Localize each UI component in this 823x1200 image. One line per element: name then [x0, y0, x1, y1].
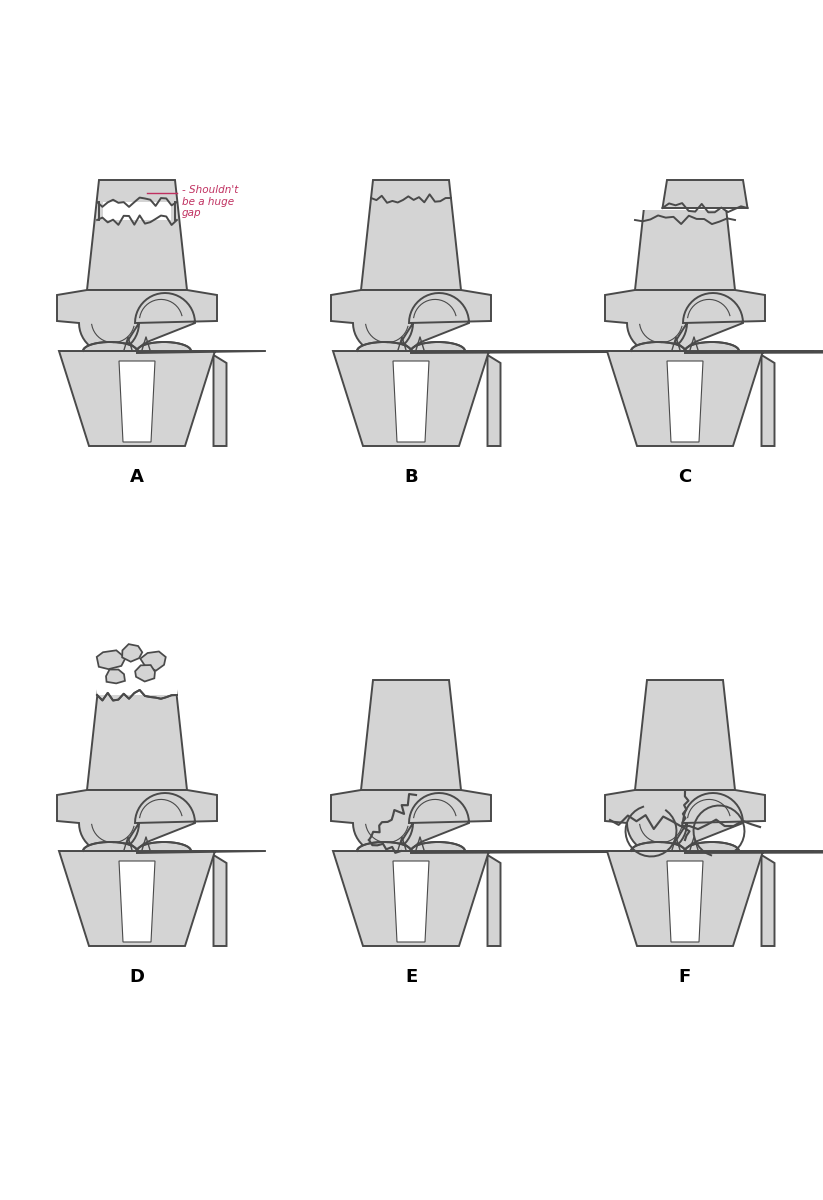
Bar	[637, 178, 753, 210]
Polygon shape	[487, 355, 500, 446]
Polygon shape	[97, 650, 125, 670]
Polygon shape	[667, 862, 703, 942]
Text: - Shouldn't
be a huge
gap: - Shouldn't be a huge gap	[182, 185, 239, 218]
Polygon shape	[135, 665, 155, 682]
Polygon shape	[333, 842, 814, 946]
Text: A: A	[130, 468, 144, 486]
Bar	[103, 202, 171, 220]
Polygon shape	[119, 862, 155, 942]
Polygon shape	[213, 355, 226, 446]
Polygon shape	[59, 842, 266, 946]
Polygon shape	[87, 680, 187, 790]
Polygon shape	[140, 652, 165, 671]
Text: E: E	[405, 968, 417, 986]
Bar	[97, 674, 177, 695]
Polygon shape	[213, 854, 226, 946]
Polygon shape	[57, 290, 217, 353]
Polygon shape	[487, 854, 500, 946]
Polygon shape	[57, 790, 217, 853]
Text: B: B	[404, 468, 418, 486]
Polygon shape	[87, 180, 187, 290]
Polygon shape	[635, 680, 735, 790]
Polygon shape	[607, 342, 823, 446]
Polygon shape	[333, 342, 814, 446]
Polygon shape	[331, 790, 491, 853]
Text: D: D	[129, 968, 145, 986]
Polygon shape	[667, 361, 703, 442]
Polygon shape	[607, 842, 823, 946]
Polygon shape	[361, 680, 461, 790]
Polygon shape	[635, 180, 735, 290]
Text: C: C	[678, 468, 691, 486]
Polygon shape	[59, 342, 266, 446]
Polygon shape	[761, 355, 774, 446]
Polygon shape	[122, 644, 142, 661]
Text: F: F	[679, 968, 691, 986]
Polygon shape	[331, 290, 491, 353]
Polygon shape	[663, 180, 747, 208]
Polygon shape	[761, 854, 774, 946]
Polygon shape	[605, 290, 765, 353]
Polygon shape	[106, 670, 125, 683]
Polygon shape	[393, 361, 429, 442]
Polygon shape	[361, 180, 461, 290]
Polygon shape	[605, 790, 765, 853]
Polygon shape	[119, 361, 155, 442]
Polygon shape	[393, 862, 429, 942]
